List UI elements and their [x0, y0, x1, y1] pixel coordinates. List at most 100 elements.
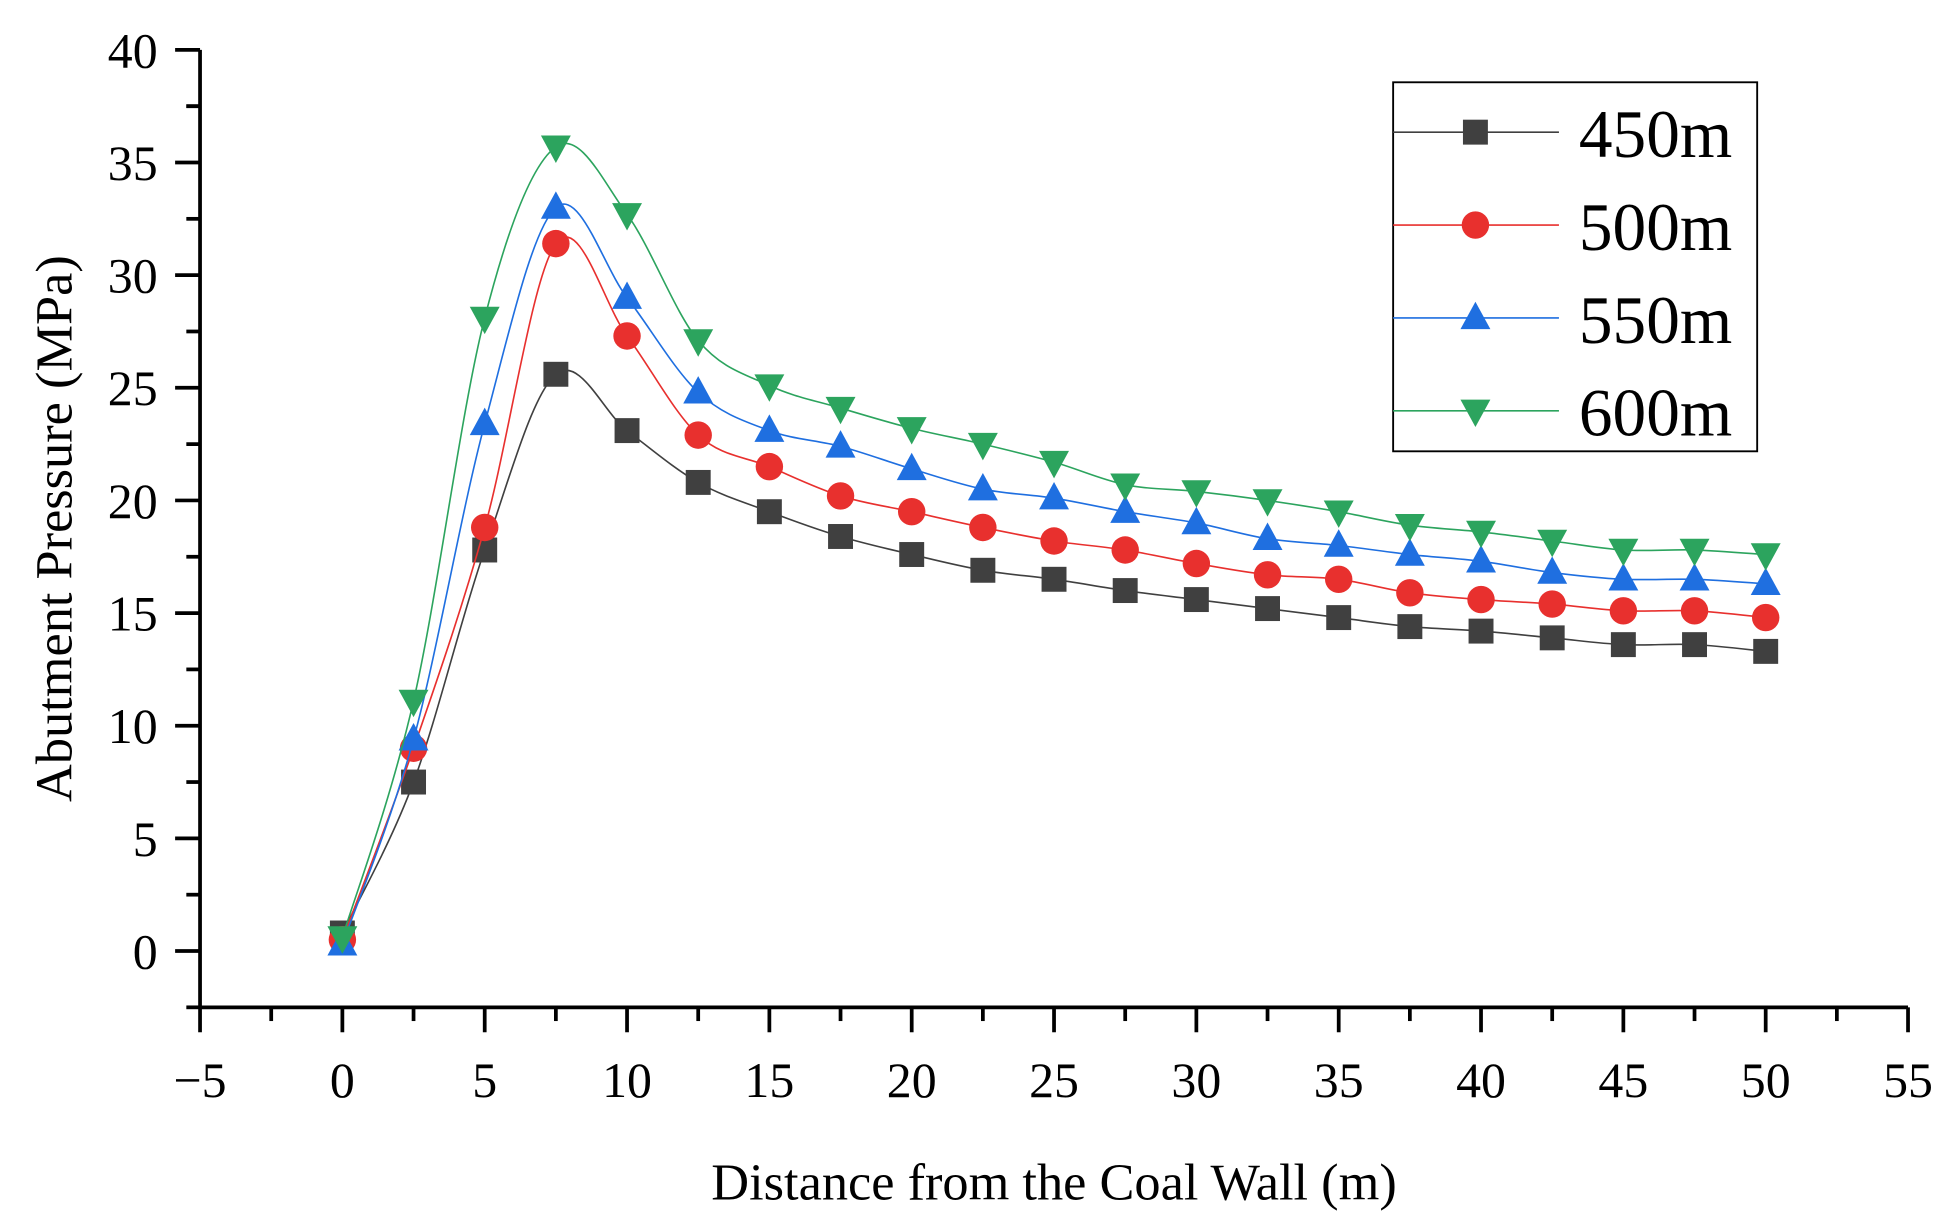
data-point-square	[1112, 578, 1138, 604]
data-point-circle	[1680, 597, 1709, 625]
data-point-square	[1397, 614, 1423, 640]
data-point-triangle-down	[754, 374, 785, 402]
legend: 450m 500m 550m 600m	[1392, 81, 1759, 453]
data-point-triangle-down	[327, 926, 358, 954]
data-point-square	[543, 361, 569, 387]
data-point-triangle-up	[398, 723, 429, 751]
data-point-circle	[613, 322, 641, 350]
data-point-circle	[755, 452, 784, 481]
data-point-triangle-up	[1750, 567, 1781, 596]
data-point-square	[1682, 632, 1707, 658]
legend-label: 500m	[1579, 190, 1732, 265]
data-point-triangle-up	[1110, 495, 1141, 523]
data-point-triangle-down	[1323, 500, 1354, 528]
x-tick-label: 40	[1456, 1053, 1506, 1108]
x-tick-label: 5	[472, 1053, 497, 1108]
series-600m	[327, 135, 1781, 954]
data-point-triangle-up	[967, 472, 998, 501]
data-point-triangle-down	[1252, 489, 1283, 517]
data-point-circle	[1467, 585, 1495, 614]
data-point-triangle-up	[1181, 506, 1212, 535]
legend-label: 550m	[1579, 283, 1732, 358]
data-point-circle	[1040, 527, 1068, 555]
data-point-circle	[684, 421, 712, 449]
data-point-circle	[897, 497, 926, 526]
data-point-triangle-up	[1323, 529, 1354, 557]
x-tick-label: −5	[174, 1053, 227, 1108]
data-point-square	[899, 542, 925, 567]
y-tick-label: 0	[133, 924, 158, 979]
legend-label: 600m	[1579, 376, 1732, 451]
data-point-square	[685, 469, 711, 495]
data-point-circle	[470, 513, 499, 542]
data-point-triangle-down	[1466, 520, 1496, 549]
x-tick-label: 45	[1598, 1053, 1648, 1108]
data-point-circle	[1396, 579, 1424, 607]
legend-box	[1392, 81, 1759, 453]
legend-label: 450m	[1579, 97, 1732, 172]
data-point-triangle-down	[1181, 480, 1212, 508]
x-axis-title: Distance from the Coal Wall (m)	[711, 1153, 1396, 1211]
x-tick-label: 35	[1314, 1053, 1364, 1108]
y-tick-label: 40	[108, 23, 158, 78]
data-point-circle	[1253, 561, 1282, 589]
y-axis-title: Abutment Pressure (MPa)	[26, 255, 84, 802]
axes: −5 0 5 10 15 20 25 30 35 40 45 50 55 0 5 10 15 20 25 30 35 40	[108, 23, 1933, 1108]
data-point-circle	[1182, 549, 1211, 578]
data-point-triangle-down	[1679, 538, 1710, 567]
y-tick-label: 25	[108, 361, 158, 416]
data-point-circle	[1111, 536, 1139, 564]
data-point-circle	[1324, 565, 1353, 594]
x-tick-label: 20	[887, 1053, 937, 1108]
data-point-circle	[542, 229, 570, 258]
data-point-triangle-up	[896, 452, 927, 481]
data-point-square	[1610, 632, 1636, 658]
data-point-triangle-up	[683, 376, 714, 404]
data-point-square	[1041, 566, 1067, 592]
data-point-triangle-down	[1537, 529, 1568, 558]
x-tick-label: 15	[744, 1053, 794, 1108]
x-tick-label: 30	[1171, 1053, 1221, 1108]
data-point-square	[1753, 638, 1779, 664]
data-point-square	[1183, 587, 1209, 613]
data-point-circle	[826, 482, 855, 510]
x-tick-label: 10	[602, 1053, 652, 1108]
data-point-circle	[1538, 590, 1566, 618]
x-tick-label: 55	[1883, 1053, 1933, 1108]
data-point-triangle-up	[612, 281, 643, 309]
y-tick-label: 5	[133, 812, 158, 867]
data-point-triangle-down	[825, 396, 856, 425]
data-point-triangle-down	[612, 203, 643, 231]
y-tick-label: 35	[108, 136, 158, 191]
series-line	[341, 203, 1766, 945]
data-point-triangle-down	[1750, 543, 1781, 571]
series-line	[341, 142, 1766, 938]
data-point-square	[1468, 618, 1494, 644]
data-point-square	[756, 499, 782, 525]
data-point-triangle-up	[1537, 556, 1568, 584]
x-tick-label: 25	[1029, 1053, 1079, 1108]
data-point-triangle-down	[683, 329, 714, 357]
legend-marker	[1461, 211, 1490, 239]
data-point-triangle-up	[1466, 545, 1496, 573]
data-point-triangle-up	[1394, 538, 1425, 566]
legend-marker	[1460, 301, 1491, 330]
data-point-square	[614, 418, 640, 444]
data-point-square	[1326, 605, 1352, 631]
data-point-circle	[969, 513, 997, 542]
data-point-square	[828, 524, 854, 549]
data-point-triangle-down	[1039, 450, 1069, 479]
data-point-triangle-down	[896, 417, 927, 445]
series-450m	[329, 361, 1779, 946]
x-tick-label: 50	[1741, 1053, 1791, 1108]
data-point-triangle-down	[1394, 514, 1425, 542]
legend-marker	[1460, 399, 1491, 427]
y-tick-label: 10	[108, 699, 158, 754]
data-point-triangle-up	[1039, 481, 1069, 510]
y-tick-label: 15	[108, 587, 158, 642]
data-point-triangle-down	[469, 306, 500, 335]
data-point-triangle-up	[469, 407, 500, 436]
data-point-triangle-down	[1110, 473, 1141, 501]
data-point-triangle-up	[540, 191, 571, 219]
